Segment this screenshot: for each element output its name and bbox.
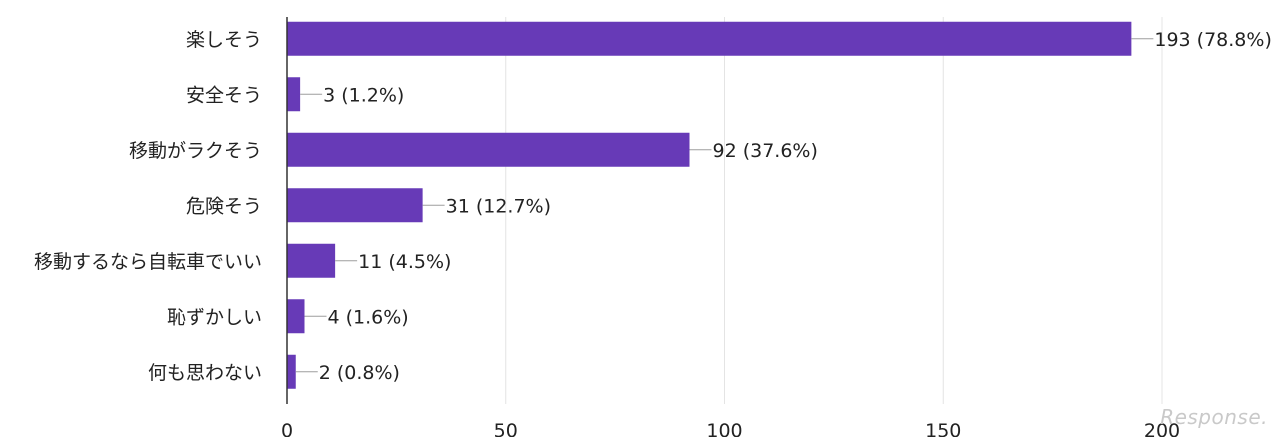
bar xyxy=(287,188,423,223)
category-label: 恥ずかしい xyxy=(167,306,262,328)
category-label: 移動するなら自転車でいい xyxy=(34,251,262,273)
data-label: 11 (4.5%) xyxy=(358,251,451,273)
leader-lines xyxy=(295,38,1154,373)
data-label: 3 (1.2%) xyxy=(323,84,404,106)
data-label: 193 (78.8%) xyxy=(1154,29,1272,51)
x-tick-label: 150 xyxy=(925,420,961,437)
bar xyxy=(287,21,1132,56)
data-label: 2 (0.8%) xyxy=(319,362,400,384)
bar xyxy=(287,354,296,389)
x-tick-label: 0 xyxy=(281,420,293,437)
bars-group xyxy=(287,21,1132,389)
x-tick-label: 200 xyxy=(1144,420,1180,437)
category-label: 楽しそう xyxy=(186,29,262,51)
x-tick-label: 50 xyxy=(494,420,518,437)
grid-lines xyxy=(505,17,1163,404)
data-label: 92 (37.6%) xyxy=(713,140,818,162)
x-tick-labels: 0 50 100 150 200 xyxy=(281,420,1180,437)
bar xyxy=(287,299,305,334)
data-label: 31 (12.7%) xyxy=(446,195,551,217)
data-label: 4 (1.6%) xyxy=(328,306,409,328)
bar xyxy=(287,243,336,278)
category-label: 何も思わない xyxy=(148,362,262,384)
data-labels: 193 (78.8%) 3 (1.2%) 92 (37.6%) 31 (12.7%) 1… xyxy=(319,29,1272,384)
category-label: 安全そう xyxy=(186,84,262,106)
watermark-logo: Response. xyxy=(1160,405,1268,429)
x-tick-label: 100 xyxy=(706,420,742,437)
bar xyxy=(287,77,301,112)
category-label: 危険そう xyxy=(186,195,262,217)
bar xyxy=(287,132,690,167)
category-label: 移動がラクそう xyxy=(129,140,262,162)
category-labels: 楽しそう安全そう移動がラクそう危険そう移動するなら自転車でいい恥ずかしい何も思わ… xyxy=(34,29,262,384)
